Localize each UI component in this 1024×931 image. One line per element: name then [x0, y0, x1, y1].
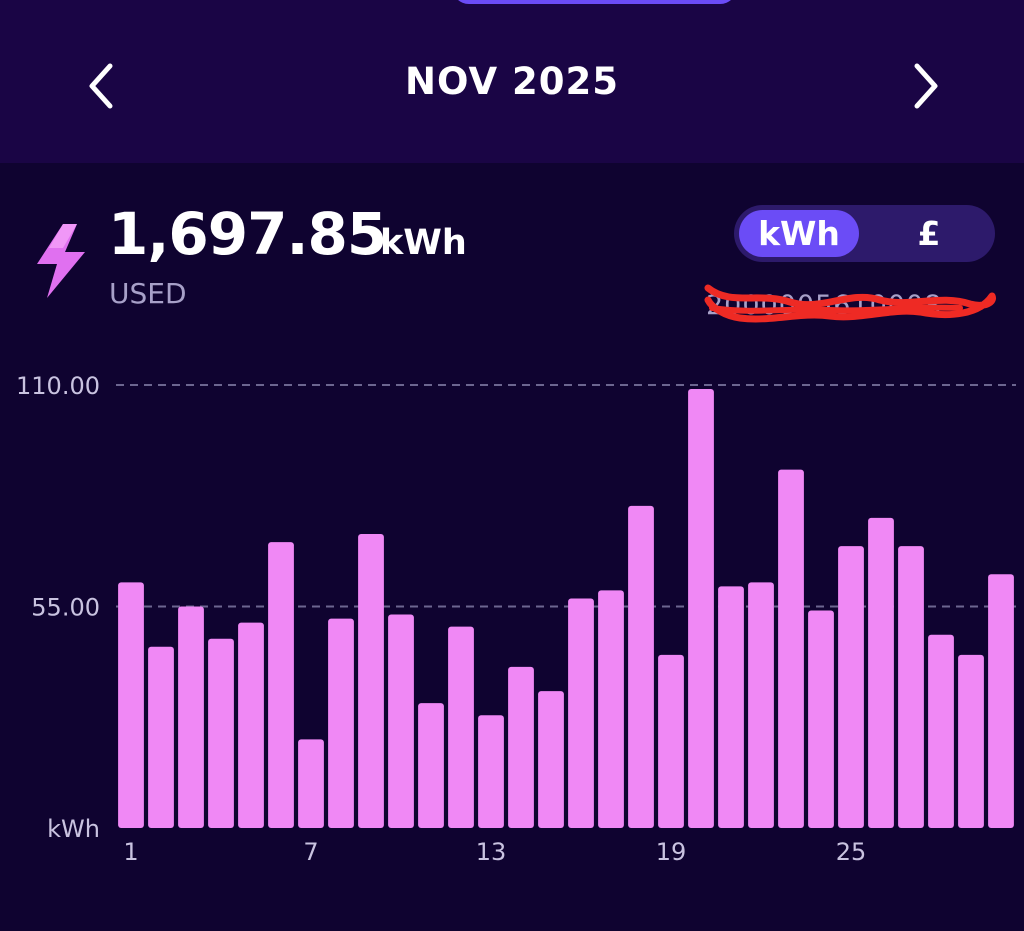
x-tick-label: 13	[476, 838, 507, 866]
usage-caption: USED	[109, 277, 187, 310]
top-pill-button[interactable]	[452, 0, 737, 4]
usage-bar-chart: 110.00 55.00 kWh 1 7 13 19 25	[16, 372, 1016, 866]
bar-day-5[interactable]	[238, 622, 264, 828]
bar-day-20[interactable]	[688, 389, 714, 828]
bar-day-17[interactable]	[598, 590, 624, 828]
x-tick-label: 19	[656, 838, 687, 866]
y-tick-label: 55.00	[31, 594, 100, 622]
bar-day-2[interactable]	[148, 646, 174, 828]
x-tick-label: 1	[123, 838, 138, 866]
lightning-bolt-icon	[37, 224, 85, 298]
bar-day-4[interactable]	[208, 638, 234, 828]
bar-day-12[interactable]	[448, 626, 474, 828]
bar-day-15[interactable]	[538, 691, 564, 828]
previous-month-button[interactable]	[76, 58, 126, 114]
bar-day-29[interactable]	[958, 654, 984, 828]
unit-toggle-kwh[interactable]: kWh	[739, 210, 859, 257]
unit-toggle-gbp[interactable]: £	[917, 214, 941, 253]
bar-day-7[interactable]	[298, 739, 324, 828]
bar-day-14[interactable]	[508, 666, 534, 828]
bar-day-16[interactable]	[568, 598, 594, 828]
bar-day-10[interactable]	[388, 614, 414, 828]
usage-unit: kWh	[380, 223, 467, 263]
bar-day-9[interactable]	[358, 534, 384, 828]
bar-day-30[interactable]	[988, 574, 1014, 828]
bar-day-27[interactable]	[898, 546, 924, 828]
bar-day-13[interactable]	[478, 715, 504, 828]
bar-day-24[interactable]	[808, 610, 834, 828]
next-month-button[interactable]	[901, 58, 951, 114]
bar-day-1[interactable]	[118, 582, 144, 828]
bar-day-6[interactable]	[268, 542, 294, 828]
x-tick-label: 7	[303, 838, 318, 866]
bar-day-8[interactable]	[328, 618, 354, 828]
y-tick-label: 110.00	[16, 372, 100, 400]
bar-day-11[interactable]	[418, 703, 444, 828]
bar-day-23[interactable]	[778, 469, 804, 828]
chevron-left-icon	[89, 63, 113, 109]
usage-value: 1,697.85	[108, 200, 387, 268]
bar-day-21[interactable]	[718, 586, 744, 828]
x-tick-label: 25	[836, 838, 867, 866]
bar-day-3[interactable]	[178, 606, 204, 829]
bar-day-28[interactable]	[928, 634, 954, 828]
chevron-right-icon	[914, 63, 938, 109]
unit-toggle: kWh £	[734, 205, 995, 262]
y-axis-label: kWh	[47, 815, 100, 843]
month-title: NOV 2025	[405, 60, 619, 103]
redaction-scribble	[704, 284, 996, 323]
bar-day-19[interactable]	[658, 654, 684, 828]
header: NOV 2025	[0, 0, 1024, 163]
bar-day-26[interactable]	[868, 517, 894, 828]
bar-day-18[interactable]	[628, 505, 654, 828]
bar-day-25[interactable]	[838, 546, 864, 828]
bar-day-22[interactable]	[748, 582, 774, 828]
